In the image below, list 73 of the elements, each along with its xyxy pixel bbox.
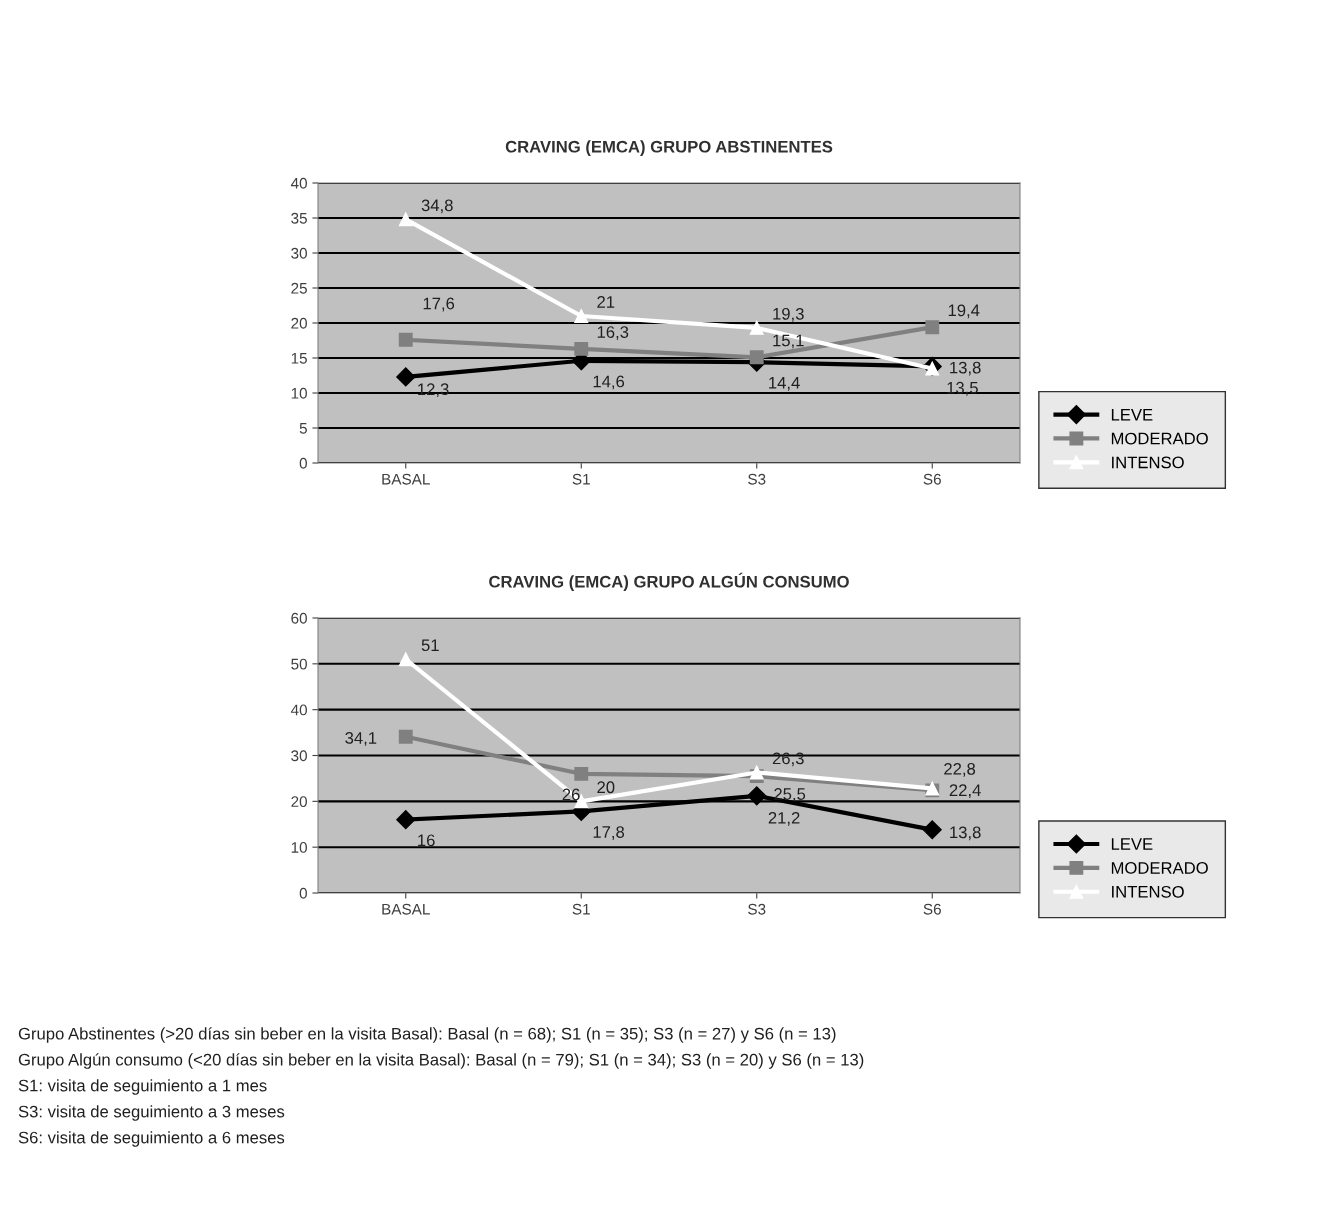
- text: S3: visita de seguimiento a 3 meses: [18, 1105, 285, 1121]
- point: [749, 765, 764, 780]
- data-label: 15,1: [773, 334, 804, 349]
- legend-label: MODERADO: [1111, 862, 1208, 874]
- x-tick-label: S1: [572, 903, 590, 915]
- y-tick-label: 35: [291, 212, 307, 224]
- point: [574, 309, 589, 323]
- data-label: 21,2: [768, 811, 800, 826]
- data-label: 13,8: [950, 826, 981, 841]
- data-label: 34,1: [345, 732, 377, 746]
- point: [749, 350, 764, 365]
- data-label: 13,8: [950, 361, 981, 376]
- x-tick-label: S3: [748, 903, 766, 915]
- legend-label: INTENSO: [1112, 456, 1184, 469]
- y-tick-label: 15: [291, 353, 307, 364]
- data-label: 17,6: [423, 297, 455, 312]
- legend-label: LEVE: [1111, 838, 1153, 850]
- data-label: 22,4: [949, 784, 981, 799]
- legend-label: MODERADO: [1111, 432, 1208, 445]
- legend-label: LEVE: [1111, 408, 1153, 421]
- data-label: 19,3: [773, 307, 804, 322]
- text: Grupo Algún consumo (<20 días sin beber en la visita Basal): Basal (n = 79); S1 (n = 34); S3 (n = 20) y S6 (n = 13): [18, 1053, 864, 1069]
- chart-title: CRAVING (EMCA) GRUPO ALGÚN CONSUMO: [489, 572, 849, 591]
- x-tick-label: S6: [923, 903, 941, 915]
- y-tick-label: 60: [291, 612, 307, 624]
- data-label: 16,3: [597, 326, 629, 340]
- y-tick-label: 10: [291, 842, 307, 853]
- y-tick-label: 20: [291, 317, 307, 329]
- y-tick-label: 50: [291, 658, 307, 670]
- point: [398, 652, 413, 667]
- y-tick-label: 0: [299, 887, 307, 899]
- y-tick-label: 0: [299, 457, 307, 469]
- x-tick-label: BASAL: [382, 473, 430, 485]
- y-tick-label: 5: [299, 423, 307, 434]
- data-label: 20: [597, 781, 615, 794]
- data-label: 26: [562, 788, 580, 801]
- point: [396, 810, 416, 830]
- text: S1: visita de seguimiento a 1 mes: [18, 1079, 267, 1095]
- text: S6: visita de seguimiento a 6 meses: [18, 1131, 285, 1147]
- point: [398, 332, 413, 347]
- point: [574, 766, 589, 781]
- y-tick-label: 25: [291, 282, 307, 294]
- data-label: 22,8: [944, 762, 976, 777]
- data-label: 25,5: [774, 788, 806, 802]
- x-tick-label: S3: [748, 473, 766, 485]
- point: [574, 341, 589, 356]
- y-tick-label: 10: [291, 387, 307, 399]
- x-tick-label: BASAL: [382, 903, 430, 915]
- point: [398, 212, 413, 227]
- point: [396, 367, 416, 387]
- legend-label: INTENSO: [1112, 885, 1184, 898]
- y-tick-label: 40: [290, 704, 307, 716]
- text: Grupo Abstinentes (>20 días sin beber en la visita Basal): Basal (n = 68); S1 (n = 35); S3 (n = 27) y S6 (n = 13): [18, 1027, 836, 1043]
- y-tick-label: 30: [291, 750, 307, 762]
- x-tick-label: S6: [923, 473, 941, 485]
- data-label: 17,8: [593, 826, 625, 840]
- x-tick-label: S1: [572, 473, 590, 485]
- y-tick-label: 20: [291, 796, 307, 808]
- point: [749, 320, 764, 335]
- chart-title: CRAVING (EMCA) GRUPO ABSTINENTES: [505, 140, 833, 156]
- point: [922, 820, 942, 840]
- point: [925, 320, 940, 335]
- data-label: 34,8: [421, 199, 453, 214]
- data-label: 19,4: [948, 304, 980, 319]
- data-label: 21: [597, 296, 615, 308]
- y-tick-label: 40: [290, 177, 307, 189]
- point: [747, 786, 767, 806]
- data-label: 16: [418, 834, 435, 847]
- data-label: 14,4: [769, 377, 800, 391]
- point: [398, 729, 413, 744]
- data-label: 14,6: [593, 375, 625, 390]
- y-tick-label: 30: [291, 247, 307, 259]
- data-label: 51: [421, 639, 439, 652]
